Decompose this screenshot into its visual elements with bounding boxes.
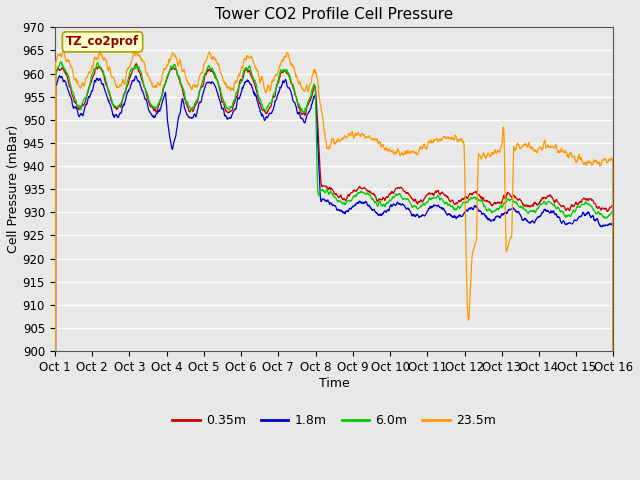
Text: TZ_co2prof: TZ_co2prof (66, 36, 139, 48)
Y-axis label: Cell Pressure (mBar): Cell Pressure (mBar) (7, 125, 20, 253)
X-axis label: Time: Time (319, 377, 349, 390)
Title: Tower CO2 Profile Cell Pressure: Tower CO2 Profile Cell Pressure (215, 7, 453, 22)
Legend: 0.35m, 1.8m, 6.0m, 23.5m: 0.35m, 1.8m, 6.0m, 23.5m (167, 409, 501, 432)
